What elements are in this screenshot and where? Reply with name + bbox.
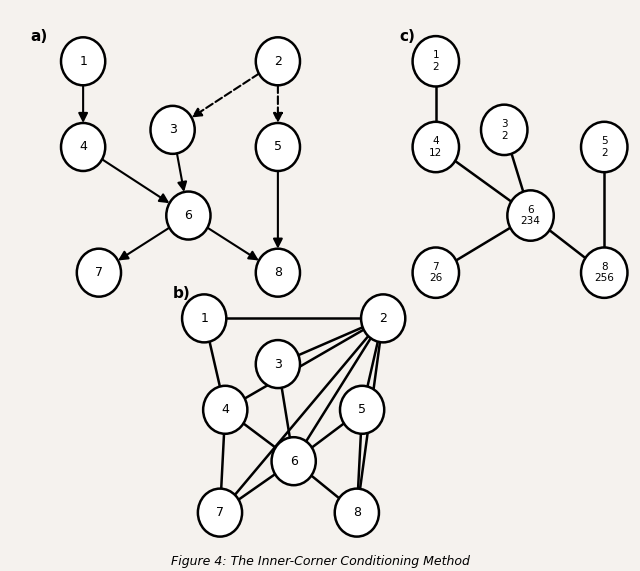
Circle shape xyxy=(581,247,627,298)
Circle shape xyxy=(413,247,459,298)
Circle shape xyxy=(150,106,195,154)
Text: 4: 4 xyxy=(221,403,229,416)
Text: 3: 3 xyxy=(169,123,177,136)
Circle shape xyxy=(481,104,527,155)
Text: 1
2: 1 2 xyxy=(433,50,439,72)
Text: 6: 6 xyxy=(290,455,298,468)
Text: 5: 5 xyxy=(358,403,366,416)
Circle shape xyxy=(61,123,105,171)
Text: 5: 5 xyxy=(274,140,282,154)
Text: 7: 7 xyxy=(216,506,224,519)
Text: 3: 3 xyxy=(274,357,282,371)
Text: c): c) xyxy=(399,29,415,44)
Text: 8: 8 xyxy=(274,266,282,279)
Text: 5
2: 5 2 xyxy=(601,136,607,158)
Circle shape xyxy=(581,122,627,172)
Circle shape xyxy=(256,37,300,85)
Text: 2: 2 xyxy=(380,312,387,325)
Circle shape xyxy=(256,340,300,388)
Circle shape xyxy=(198,489,242,537)
Circle shape xyxy=(256,123,300,171)
Text: 7: 7 xyxy=(95,266,103,279)
Text: a): a) xyxy=(31,29,48,44)
Circle shape xyxy=(340,386,384,434)
Circle shape xyxy=(203,386,247,434)
Circle shape xyxy=(413,122,459,172)
Circle shape xyxy=(61,37,105,85)
Text: 1: 1 xyxy=(79,55,87,68)
Text: 8: 8 xyxy=(353,506,361,519)
Circle shape xyxy=(413,36,459,86)
Text: 1: 1 xyxy=(200,312,208,325)
Text: 6: 6 xyxy=(184,209,193,222)
Circle shape xyxy=(166,191,211,240)
Text: 4: 4 xyxy=(79,140,87,154)
Circle shape xyxy=(182,295,227,343)
Circle shape xyxy=(256,249,300,297)
Text: 3
2: 3 2 xyxy=(501,119,508,140)
Text: 8
256: 8 256 xyxy=(595,262,614,283)
Text: 2: 2 xyxy=(274,55,282,68)
Circle shape xyxy=(508,190,554,241)
Text: 7
26: 7 26 xyxy=(429,262,442,283)
Circle shape xyxy=(361,295,405,343)
Text: 6
234: 6 234 xyxy=(520,205,541,226)
Circle shape xyxy=(271,437,316,485)
Text: Figure 4: The Inner-Corner Conditioning Method: Figure 4: The Inner-Corner Conditioning … xyxy=(171,556,469,569)
Text: 4
12: 4 12 xyxy=(429,136,442,158)
Circle shape xyxy=(335,489,379,537)
Circle shape xyxy=(77,249,121,297)
Text: b): b) xyxy=(173,286,190,301)
